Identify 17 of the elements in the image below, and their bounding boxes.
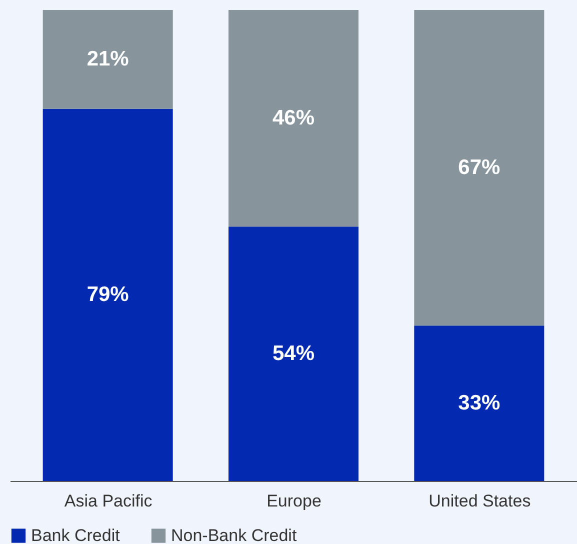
bar	[42, 10, 173, 109]
legend-label: Bank Credit	[31, 526, 120, 544]
data-label: 79%	[86, 282, 130, 306]
data-label: 46%	[272, 106, 315, 130]
data-label: 54%	[272, 342, 315, 365]
bar	[42, 108, 173, 481]
data-label: 67%	[458, 156, 501, 179]
legend-label: Non-Bank Credit	[171, 526, 297, 544]
data-label: 21%	[86, 47, 130, 70]
x-tick-label: Europe	[266, 492, 322, 510]
bar	[414, 326, 544, 481]
x-tick-label: Asia Pacific	[64, 492, 153, 510]
data-label: 33%	[458, 391, 501, 414]
bar	[228, 10, 358, 227]
x-tick-label: United States	[428, 492, 531, 510]
bar	[228, 226, 358, 481]
bar	[414, 10, 544, 326]
